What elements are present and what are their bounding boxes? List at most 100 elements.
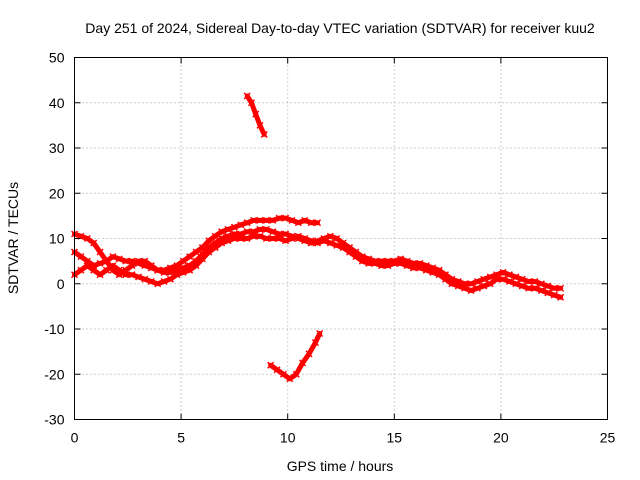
data-point xyxy=(279,370,287,378)
data-point xyxy=(96,248,104,256)
x-tick-label: 0 xyxy=(71,430,79,446)
data-point xyxy=(243,92,251,100)
chart-title: Day 251 of 2024, Sidereal Day-to-day VTE… xyxy=(85,20,595,36)
data-point xyxy=(166,275,174,283)
data-point xyxy=(499,268,507,276)
data-point xyxy=(154,266,162,274)
data-point xyxy=(480,275,488,283)
data-point xyxy=(326,232,334,240)
data-point xyxy=(122,271,130,279)
data-point xyxy=(531,284,539,292)
data-point xyxy=(320,237,328,245)
data-point xyxy=(128,257,136,265)
y-axis-label: SDTVAR / TECUs xyxy=(5,182,21,294)
data-point xyxy=(243,228,251,236)
data-point xyxy=(384,262,392,270)
data-point xyxy=(173,271,181,279)
data-point xyxy=(122,257,130,265)
data-point xyxy=(166,268,174,276)
data-point xyxy=(307,219,315,227)
data-point xyxy=(333,241,341,249)
data-point xyxy=(299,359,307,367)
data-point xyxy=(275,234,283,243)
data-point xyxy=(141,275,149,283)
data-point xyxy=(286,375,294,383)
data-point xyxy=(192,248,200,256)
data-point xyxy=(262,216,270,224)
data-point xyxy=(96,259,104,267)
data-point xyxy=(282,237,290,245)
data-point xyxy=(115,266,123,274)
data-point xyxy=(467,287,475,295)
data-point xyxy=(537,287,545,295)
data-point xyxy=(333,234,341,243)
y-tick-label: 0 xyxy=(57,276,65,292)
data-point xyxy=(377,262,386,270)
data-point xyxy=(544,289,552,297)
data-point xyxy=(525,284,533,292)
y-axis-ticks: -30 -20 -10 0 10 20 30 40 50 xyxy=(44,50,608,428)
data-point xyxy=(301,216,309,224)
series-upper-outlier xyxy=(243,92,268,138)
data-point xyxy=(205,248,213,256)
data-point xyxy=(557,293,565,301)
data-point xyxy=(371,259,379,267)
data-point xyxy=(461,284,469,292)
data-point xyxy=(480,282,488,290)
data-point xyxy=(282,230,290,238)
data-point xyxy=(90,266,98,274)
data-point xyxy=(90,239,98,247)
data-point xyxy=(512,273,520,281)
data-point xyxy=(269,228,277,236)
data-point xyxy=(397,259,405,267)
data-point xyxy=(454,282,462,290)
data-point xyxy=(473,277,481,286)
data-point xyxy=(301,234,309,243)
x-tick-label: 10 xyxy=(280,430,296,446)
data-point xyxy=(179,257,187,265)
data-point xyxy=(269,234,277,243)
data-point xyxy=(224,225,232,233)
data-point xyxy=(256,225,264,233)
data-point xyxy=(311,339,319,347)
data-point xyxy=(267,361,275,369)
data-point xyxy=(115,255,123,263)
data-point xyxy=(83,262,91,270)
data-point xyxy=(141,262,149,270)
data-point xyxy=(211,232,219,240)
data-point xyxy=(273,366,281,374)
y-tick-label: 10 xyxy=(49,231,65,247)
data-point xyxy=(409,264,418,272)
y-tick-label: -30 xyxy=(44,412,64,428)
data-point xyxy=(294,232,302,240)
data-point xyxy=(531,277,539,286)
data-point xyxy=(230,234,238,243)
y-tick-label: -20 xyxy=(44,366,64,382)
data-point xyxy=(314,219,322,227)
data-point xyxy=(550,291,558,299)
data-point xyxy=(256,232,264,240)
data-point xyxy=(282,214,290,222)
data-point xyxy=(256,121,264,129)
data-point xyxy=(467,280,475,288)
data-point xyxy=(307,237,315,245)
data-point xyxy=(230,223,238,231)
data-point xyxy=(128,271,136,279)
data-point xyxy=(269,216,277,224)
data-point xyxy=(305,350,313,358)
data-point xyxy=(473,284,481,292)
data-point xyxy=(365,259,373,267)
data-point xyxy=(243,234,251,243)
data-point xyxy=(250,232,258,240)
data-point xyxy=(525,277,533,286)
data-point xyxy=(247,99,255,107)
data-point xyxy=(186,266,194,274)
data-point xyxy=(422,266,430,274)
data-point xyxy=(252,110,260,118)
y-tick-label: -10 xyxy=(44,321,64,337)
data-point xyxy=(192,262,200,270)
data-point xyxy=(147,264,155,272)
data-point xyxy=(102,266,111,274)
data-point xyxy=(505,271,513,279)
data-point xyxy=(518,282,526,290)
